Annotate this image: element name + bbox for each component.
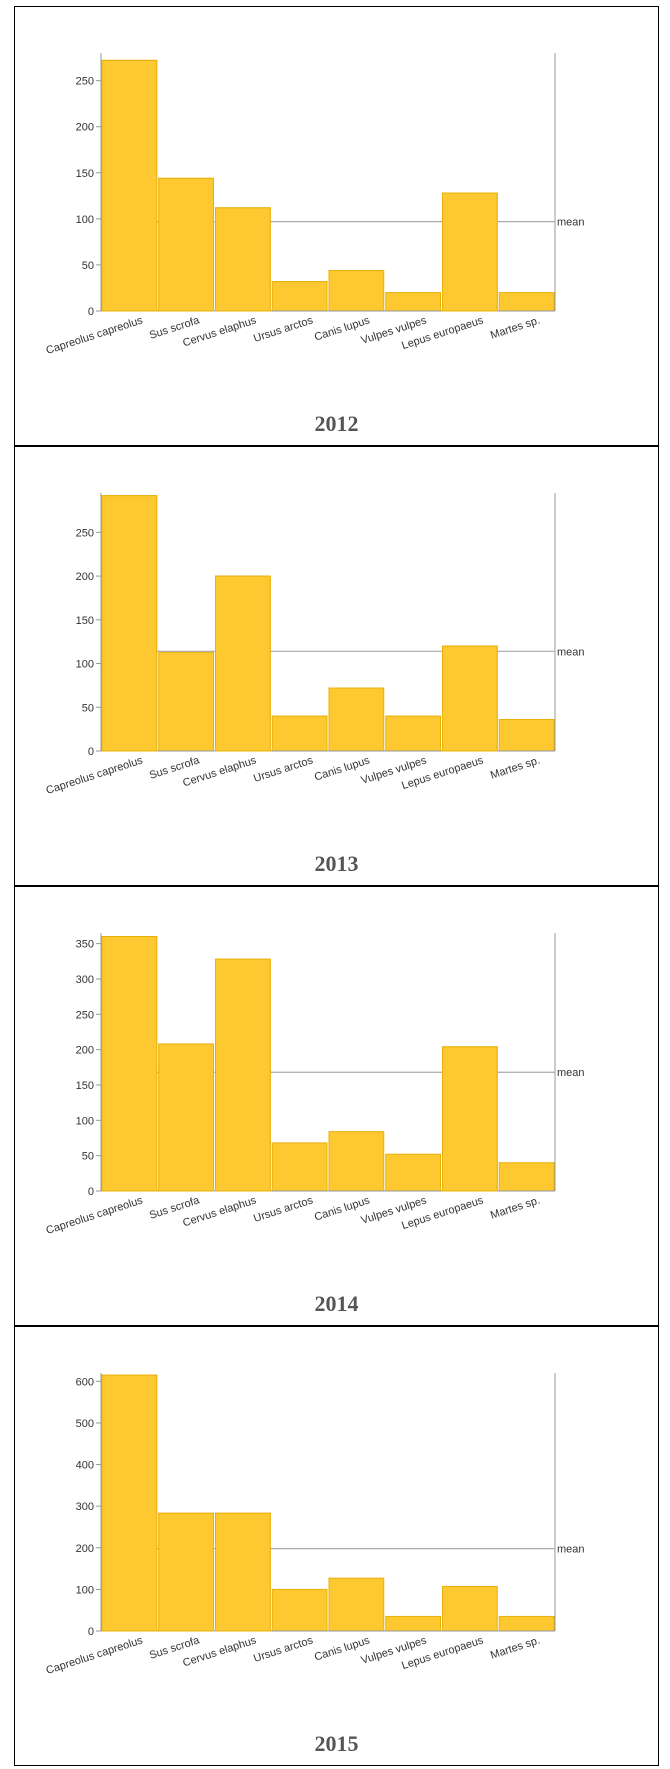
bar — [385, 1153, 441, 1192]
chart-panel-2013: 0 50 100 150 200 250 mean Capreolus capreolus Su… — [14, 446, 659, 886]
bar-over-mean — [158, 1043, 214, 1192]
y-tick-label: 250 — [76, 1009, 94, 1021]
y-tick-label: 100 — [76, 1584, 94, 1596]
bar — [328, 269, 385, 312]
mean-label: mean — [557, 1067, 585, 1079]
y-tick-label: 150 — [76, 1080, 94, 1092]
y-tick-label: 300 — [76, 1501, 94, 1513]
bar-over-mean — [101, 1374, 158, 1632]
bar-over-mean — [101, 936, 158, 1192]
y-tick-label: 50 — [82, 260, 94, 272]
chart-panel-2014: 0 50 100 150 200 250 300 350 mean Capreolus capre… — [14, 886, 659, 1326]
category-label: Capreolus capreolus — [45, 754, 145, 797]
category-label: Capreolus capreolus — [45, 1194, 145, 1237]
category-label: Capreolus capreolus — [45, 1634, 145, 1677]
chart-title: 2014 — [314, 1291, 359, 1316]
chart-title: 2015 — [314, 1731, 359, 1756]
y-tick-label: 50 — [82, 1151, 94, 1163]
y-tick-label: 250 — [76, 527, 94, 539]
y-tick-label: 100 — [76, 659, 94, 671]
bar — [271, 281, 328, 312]
bar-over-mean — [158, 1512, 214, 1632]
bar-over-mean — [215, 958, 271, 1192]
category-label: Ursus arctos — [252, 1194, 315, 1225]
chart-svg: 0 100 200 300 400 500 600 mean Capreolus capreol… — [45, 1373, 585, 1677]
bar-over-mean — [101, 59, 158, 312]
y-tick-label: 200 — [76, 1045, 94, 1057]
bar — [498, 719, 555, 752]
category-label: Capreolus capreolus — [45, 314, 145, 357]
category-label: Martes sp. — [489, 754, 542, 781]
bar-over-mean — [215, 207, 271, 312]
bar — [158, 651, 214, 752]
bar — [442, 1585, 498, 1632]
bar — [498, 292, 555, 312]
y-tick-label: 0 — [88, 1186, 94, 1198]
y-tick-label: 0 — [88, 1626, 94, 1638]
category-label: Martes sp. — [489, 1194, 542, 1221]
bar-over-mean — [215, 575, 271, 752]
y-tick-label: 200 — [76, 122, 94, 134]
bar — [271, 1142, 328, 1192]
y-tick-label: 200 — [76, 1543, 94, 1555]
bar-over-mean — [442, 1046, 498, 1192]
y-tick-label: 500 — [76, 1418, 94, 1430]
y-tick-label: 200 — [76, 571, 94, 583]
bar — [328, 1577, 385, 1632]
chart-title: 2013 — [314, 851, 359, 876]
chart-title: 2012 — [314, 411, 359, 436]
bar — [385, 1615, 441, 1632]
y-tick-label: 350 — [76, 939, 94, 951]
y-tick-label: 250 — [76, 76, 94, 88]
category-label: Martes sp. — [489, 314, 542, 341]
y-tick-label: 150 — [76, 168, 94, 180]
bar — [385, 292, 441, 312]
y-tick-label: 100 — [76, 1115, 94, 1127]
bar — [498, 1615, 555, 1632]
bar — [385, 715, 441, 752]
chart-svg: 0 50 100 150 200 250 300 350 mean Capreolus capre… — [45, 933, 585, 1237]
y-tick-label: 0 — [88, 306, 94, 318]
bar-over-mean — [158, 177, 214, 312]
bar — [271, 715, 328, 752]
y-tick-label: 300 — [76, 974, 94, 986]
y-tick-label: 600 — [76, 1376, 94, 1388]
y-tick-label: 100 — [76, 214, 94, 226]
bar-over-mean — [101, 495, 158, 752]
category-label: Ursus arctos — [252, 314, 315, 345]
chart-panel-2015: 0 100 200 300 400 500 600 mean Capreolus capreol… — [14, 1326, 659, 1766]
category-label: Ursus arctos — [252, 754, 315, 785]
bar — [498, 1162, 555, 1192]
bar — [328, 1131, 385, 1192]
bar-over-mean — [442, 645, 498, 752]
y-tick-label: 0 — [88, 746, 94, 758]
bar-over-mean — [442, 192, 498, 312]
bar-over-mean — [215, 1512, 271, 1632]
y-tick-label: 50 — [82, 702, 94, 714]
bar — [271, 1588, 328, 1632]
mean-label: mean — [557, 217, 585, 229]
category-label: Martes sp. — [489, 1634, 542, 1661]
mean-label: mean — [557, 646, 585, 658]
y-tick-label: 150 — [76, 615, 94, 627]
y-tick-label: 400 — [76, 1460, 94, 1472]
mean-label: mean — [557, 1544, 585, 1556]
category-label: Ursus arctos — [252, 1634, 315, 1665]
bar — [328, 687, 385, 752]
chart-panel-2012: 0 50 100 150 200 250 mean Capreolus capreolus Su… — [14, 6, 659, 446]
